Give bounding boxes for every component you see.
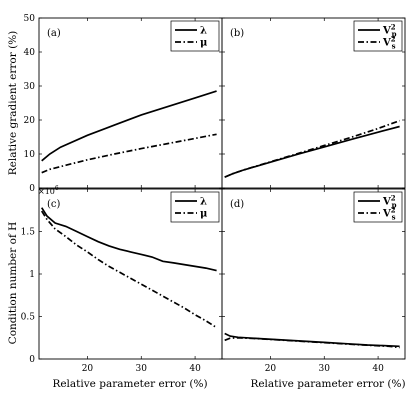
legend-entry-sup: 2 <box>391 194 396 203</box>
legend-entry-name: V <box>382 26 391 37</box>
legend: V2 pV2 s <box>353 191 403 223</box>
legend-entry: V2 p <box>382 23 397 39</box>
series-line-1 <box>224 332 400 348</box>
legend-entry-name: V <box>382 38 391 49</box>
legend-entry-sup: 2 <box>391 206 396 215</box>
x-tick-label: 20 <box>265 364 277 374</box>
axes-frame <box>221 17 406 189</box>
legend-entry-sup: 2 <box>391 23 396 32</box>
y-tick-label: 10 <box>24 150 36 160</box>
legend-entry-name: λ <box>200 26 207 37</box>
y-tick-label: 1.5 <box>21 228 36 238</box>
legend-entry-name: V <box>382 197 391 208</box>
panel-label: (c) <box>47 199 61 210</box>
legend-box <box>170 20 220 52</box>
legend-entry: V2 s <box>382 206 396 222</box>
legend-entry-sub: s <box>392 213 396 222</box>
panel-a: 0 10 20 30 40 50 (a) λμ <box>24 14 223 194</box>
panel-d: 20 30 40(d) V2 pV2 s <box>221 188 406 374</box>
legend-entry-name: λ <box>200 197 207 208</box>
y-tick-label: 50 <box>24 14 36 24</box>
legend-entry: λ <box>200 197 207 208</box>
x-tick-label: 20 <box>82 364 94 374</box>
top-y-axis-label: Relative gradient error (%) <box>7 31 19 176</box>
panel-label: (b) <box>230 28 244 39</box>
bottom-y-axis-label: Condition number of H <box>7 222 19 345</box>
series-line-2 <box>41 133 217 174</box>
legend: λμ <box>170 191 220 223</box>
legend-entry-sub: p <box>392 30 397 39</box>
y-tick-label: 1 <box>29 270 35 280</box>
x-axis-label-right: Relative parameter error (%) <box>250 378 405 390</box>
y-tick-label: 0 <box>29 184 35 194</box>
bottom-left-multiplier: ×106 <box>38 185 59 196</box>
panel-label: (a) <box>47 28 61 39</box>
legend-entry-sub: p <box>392 201 397 210</box>
y-tick-label: 0.5 <box>21 313 36 323</box>
panel-label: (d) <box>230 199 244 210</box>
legend-entry-name: μ <box>200 209 207 220</box>
legend-entry-sub: s <box>392 42 396 51</box>
x-axis-label-left: Relative parameter error (%) <box>52 378 207 390</box>
series-line-1 <box>41 90 217 162</box>
x-tick-label: 30 <box>319 364 331 374</box>
legend: V2 pV2 s <box>353 20 403 52</box>
panel-b: (b) V2 pV2 s <box>221 17 406 189</box>
legend-box <box>353 20 403 52</box>
x-tick-label: 30 <box>136 364 148 374</box>
panel-c: 0 0.5 1 1.5 20 30 40 (c) λμ <box>21 188 223 374</box>
y-tick-label: 0 <box>29 355 35 365</box>
x-tick-label: 40 <box>189 364 201 374</box>
series-line-1 <box>224 125 400 178</box>
series-line-1 <box>40 207 217 272</box>
series-line-2 <box>40 210 218 329</box>
multiplier-base: ×10 <box>38 187 55 196</box>
legend-entry: V2 s <box>382 35 396 51</box>
series-line-2 <box>224 336 400 349</box>
legend-entry: λ <box>200 26 207 37</box>
legend-entry: μ <box>200 209 207 220</box>
legend-entry: μ <box>200 38 207 49</box>
legend-box <box>353 191 403 223</box>
series-line-2 <box>224 119 400 178</box>
y-tick-label: 20 <box>24 116 36 126</box>
y-tick-label: 30 <box>24 82 36 92</box>
legend-entry: V2 p <box>382 194 397 210</box>
multiplier-exponent: 6 <box>55 185 59 192</box>
y-tick-label: 40 <box>24 48 36 58</box>
legend-entry-sup: 2 <box>391 35 396 44</box>
legend-entry-name: μ <box>200 38 207 49</box>
legend: λμ <box>170 20 220 52</box>
legend-entry-name: V <box>382 209 391 220</box>
x-tick-label: 40 <box>372 364 384 374</box>
legend-box <box>170 191 220 223</box>
